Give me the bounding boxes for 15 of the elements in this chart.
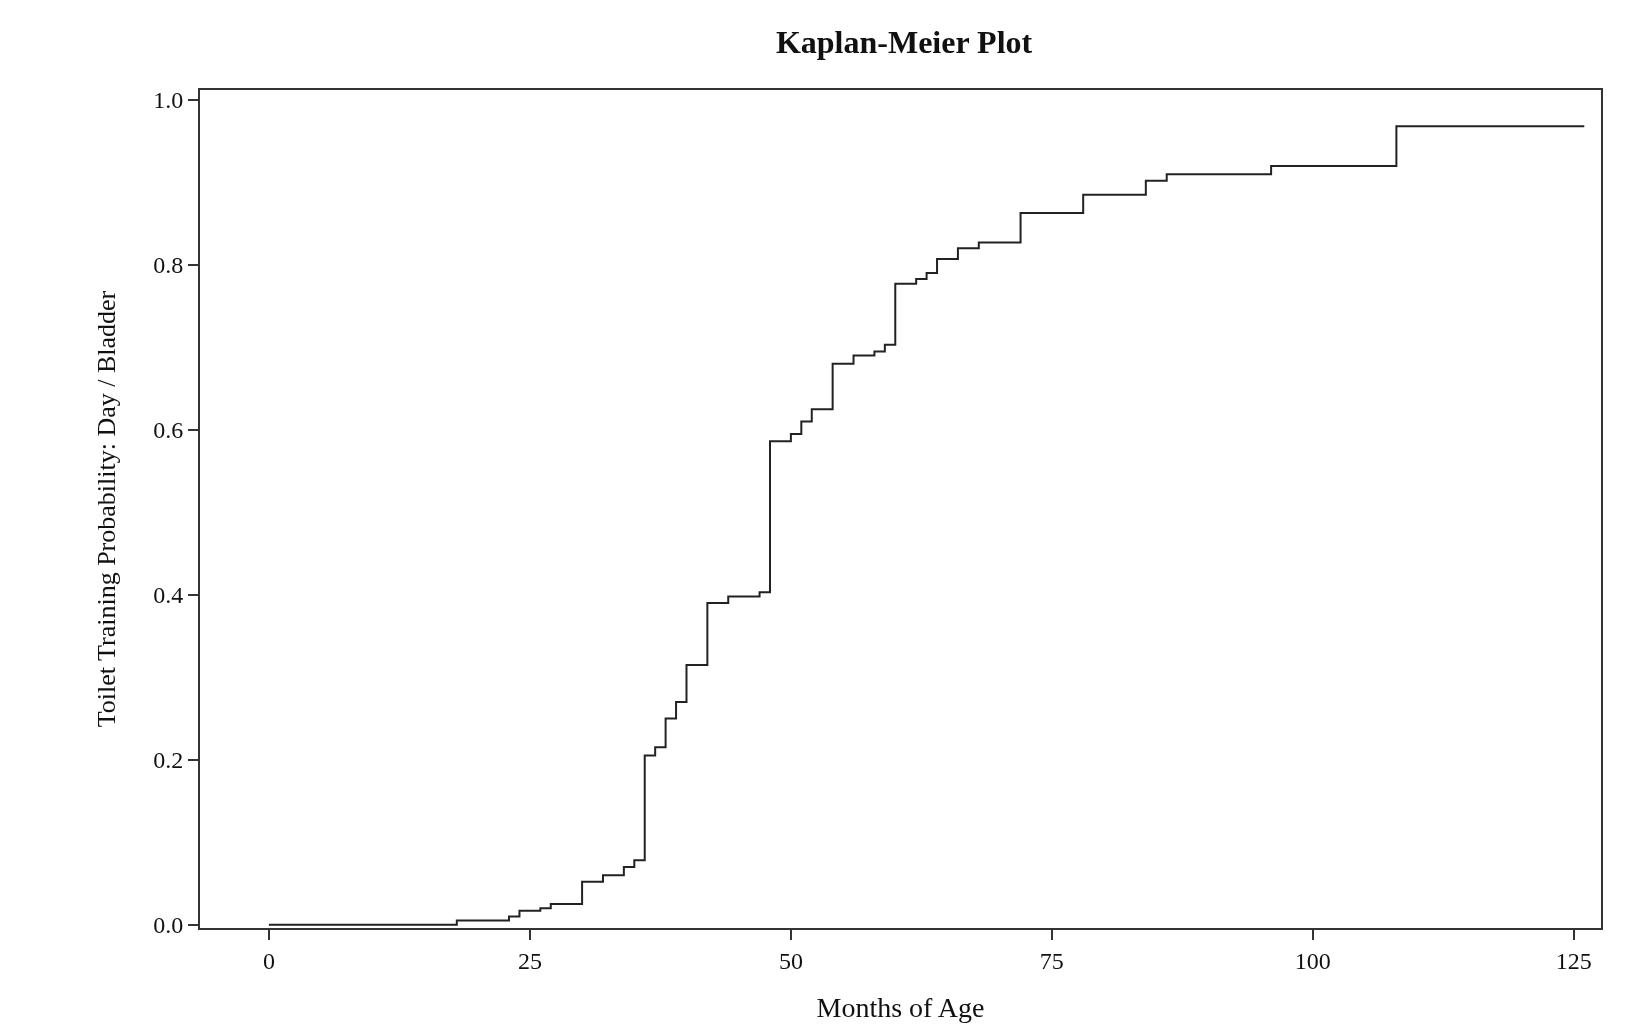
y-tick-label: 0.4: [153, 582, 184, 609]
y-tick-label: 0.2: [153, 747, 184, 774]
x-tick-label: 0: [262, 947, 275, 974]
x-tick-label: 75: [1039, 947, 1064, 974]
x-tick-label: 50: [778, 947, 803, 974]
chart-title: Kaplan-Meier Plot: [775, 24, 1033, 61]
x-tick-label: 25: [517, 947, 542, 974]
y-tick-label: 0.0: [153, 912, 184, 939]
x-tick-label: 125: [1555, 947, 1592, 974]
x-axis-title: Months of Age: [816, 992, 985, 1024]
y-tick-label: 0.8: [153, 252, 184, 279]
y-axis-title: Toilet Training Probability: Day / Bladder: [92, 290, 122, 728]
y-tick-label: 0.6: [153, 417, 184, 444]
y-tick-label: 1.0: [153, 87, 184, 114]
x-tick-label: 100: [1294, 947, 1331, 974]
